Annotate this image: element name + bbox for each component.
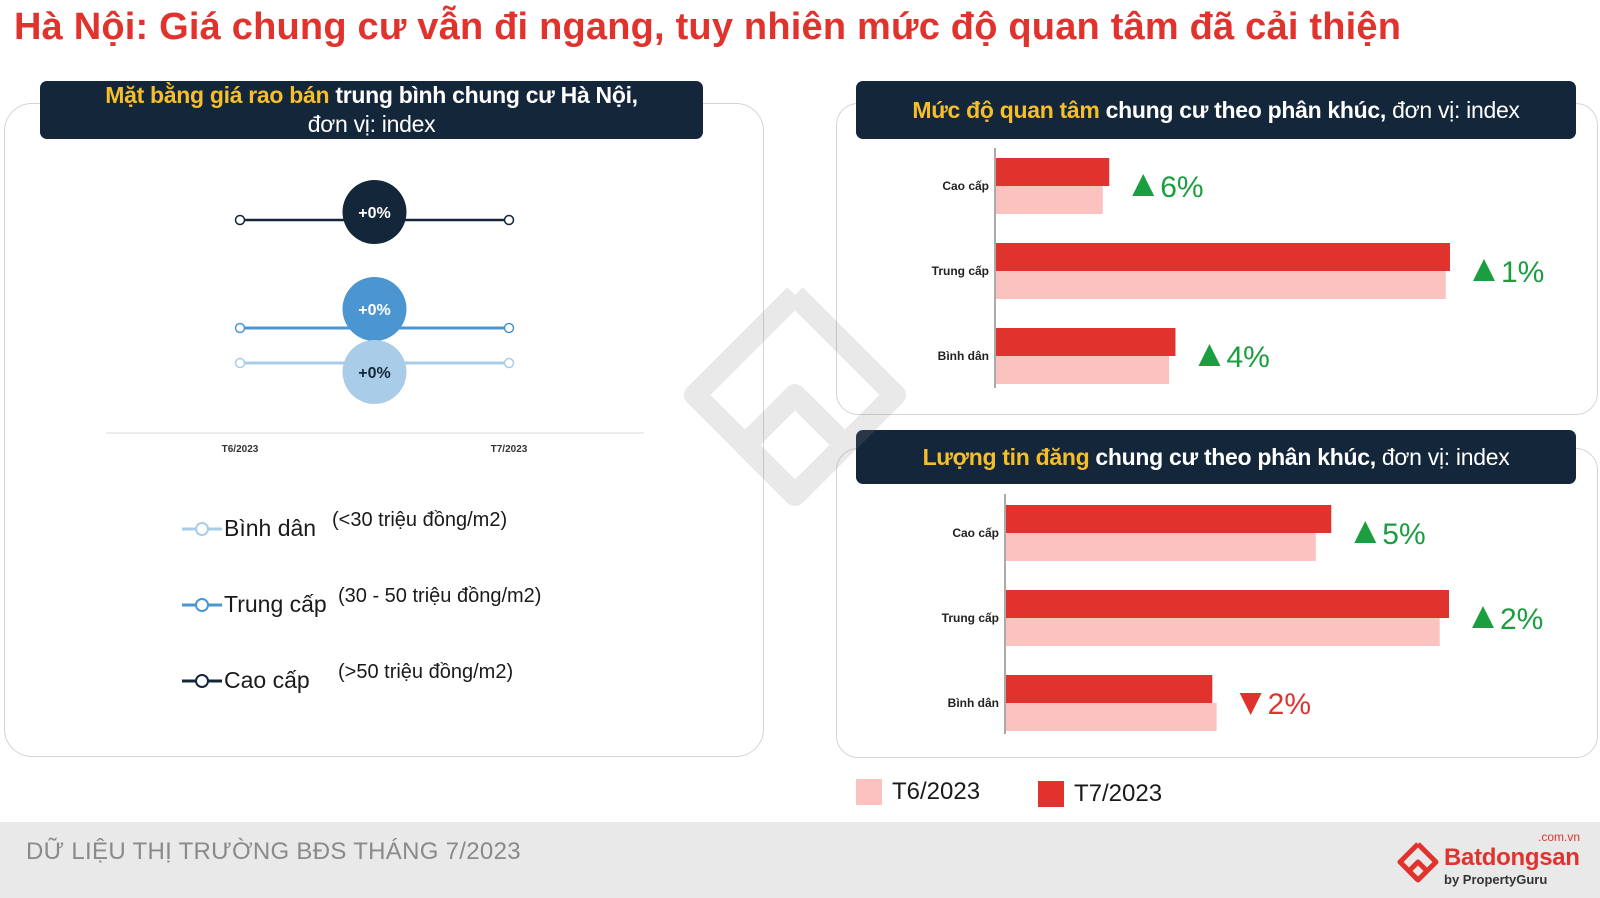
data-point — [234, 322, 246, 334]
legend-item-cao-cap: Cao cấp (>50 triệu đồng/m2) — [180, 661, 513, 694]
bar-legend-t7: T7/2023 — [1038, 780, 1162, 808]
change-label: 2% — [1268, 688, 1311, 721]
bar-t6 — [996, 186, 1103, 214]
bar-legend-t6: T6/2023 — [856, 778, 980, 806]
brand-suffix: .com.vn — [1538, 830, 1581, 844]
change-label: 1% — [1501, 256, 1544, 289]
interest-panel-header: Mức độ quan tâm chung cư theo phân khúc,… — [856, 81, 1576, 139]
listings-panel-header: Lượng tin đăng chung cư theo phân khúc, … — [856, 430, 1576, 484]
price-header-rest: trung bình chung cư Hà Nội, — [329, 82, 638, 108]
legend-label: Bình dân — [224, 515, 317, 541]
data-point — [503, 214, 515, 226]
change-label: 4% — [1226, 341, 1269, 374]
x-tick-label: T6/2023 — [222, 444, 259, 455]
legend-item-trung-cap: Trung cấp (30 - 50 triệu đồng/m2) — [180, 585, 541, 618]
bar-t6 — [1006, 618, 1440, 646]
brand-by: by PropertyGuru — [1444, 872, 1548, 887]
legend-swatch-icon — [1038, 781, 1064, 807]
footer-text: DỮ LIỆU THỊ TRƯỜNG BĐS THÁNG 7/2023 — [26, 838, 521, 865]
bar-t6 — [1006, 703, 1217, 731]
listings-header-bold: chung cư theo phân khúc, — [1089, 444, 1376, 470]
bar-legend-label: T6/2023 — [892, 778, 981, 805]
category-label: Bình dân — [948, 696, 999, 710]
legend-line-marker-icon — [182, 597, 222, 612]
legend-line-marker-icon — [182, 521, 222, 536]
legend-item-binh-dan: Bình dân (<30 triệu đồng/m2) — [180, 509, 507, 542]
brand-logo[interactable]: .com.vn Batdongsan by PropertyGuru — [1396, 830, 1586, 894]
category-label: Cao cấp — [952, 526, 999, 540]
bar-t6 — [996, 271, 1446, 299]
legend-swatch-icon — [856, 779, 882, 805]
interest-header-highlight: Mức độ quan tâm — [912, 97, 1100, 123]
change-label: +0% — [358, 365, 390, 382]
arrow-up-icon — [1354, 521, 1377, 543]
change-label: +0% — [358, 302, 390, 319]
category-label: Bình dân — [938, 349, 989, 363]
category-label: Trung cấp — [942, 611, 999, 625]
price-header-highlight: Mặt bằng giá rao bán — [105, 82, 330, 108]
change-label: 2% — [1500, 603, 1543, 636]
page-title: Hà Nội: Giá chung cư vẫn đi ngang, tuy n… — [14, 6, 1402, 48]
bar-t7 — [996, 158, 1110, 186]
interest-header-rest: đơn vị: index — [1386, 97, 1520, 123]
watermark-logo-icon — [684, 287, 906, 506]
legend-range: (<30 triệu đồng/m2) — [332, 509, 508, 531]
bar-t7 — [1006, 505, 1332, 533]
change-label: 6% — [1160, 171, 1203, 204]
legend-label: Trung cấp — [224, 591, 327, 617]
listings-header-highlight: Lượng tin đăng — [922, 444, 1090, 470]
legend-line-marker-icon — [182, 673, 222, 688]
bar-t6 — [1006, 533, 1316, 561]
bar-legend-label: T7/2023 — [1074, 780, 1163, 807]
arrow-up-icon — [1198, 344, 1221, 366]
bar-t7 — [1006, 590, 1449, 618]
price-header-unit: đơn vị: index — [307, 111, 436, 137]
interest-header-bold: chung cư theo phân khúc, — [1099, 97, 1387, 123]
change-bubble — [342, 277, 407, 341]
arrow-up-icon — [1472, 606, 1494, 628]
price-line-chart: +0% +0% +0% T6/2023 T7/2023 — [106, 180, 644, 455]
price-panel-header: Mặt bằng giá rao bán trung bình chung cư… — [40, 81, 703, 139]
bar-t7 — [996, 243, 1450, 271]
change-bubble — [342, 180, 407, 244]
x-tick-label: T7/2023 — [491, 444, 528, 455]
legend-range: (30 - 50 triệu đồng/m2) — [338, 585, 542, 607]
listings-header-rest: đơn vị: index — [1375, 444, 1510, 470]
data-point — [503, 357, 515, 369]
change-bubble — [342, 340, 407, 404]
bar-t7 — [996, 328, 1176, 356]
data-point — [234, 357, 246, 369]
change-label: 5% — [1382, 518, 1425, 551]
footer: DỮ LIỆU THỊ TRƯỜNG BĐS THÁNG 7/2023 .com… — [0, 822, 1600, 898]
bar-t7 — [1006, 675, 1213, 703]
data-point — [503, 322, 515, 334]
arrow-down-icon — [1239, 693, 1262, 715]
legend-range: (>50 triệu đồng/m2) — [338, 661, 514, 683]
listings-bar-chart: Cao cấp 5% Trung cấp 2% Bình dân 2% — [942, 494, 1543, 734]
category-label: Cao cấp — [942, 179, 989, 193]
interest-bar-chart: Cao cấp 6% Trung cấp 1% Bình dân 4% — [932, 148, 1544, 388]
brand-mark-icon — [1397, 842, 1439, 883]
price-legend: Bình dân (<30 triệu đồng/m2) Trung cấp (… — [180, 505, 720, 715]
category-label: Trung cấp — [932, 264, 989, 278]
bar-t6 — [996, 356, 1170, 384]
arrow-up-icon — [1473, 259, 1495, 281]
data-point — [234, 214, 246, 226]
legend-label: Cao cấp — [224, 667, 310, 693]
brand-name: Batdongsan — [1444, 844, 1580, 871]
arrow-up-icon — [1132, 174, 1155, 196]
change-label: +0% — [358, 205, 390, 222]
